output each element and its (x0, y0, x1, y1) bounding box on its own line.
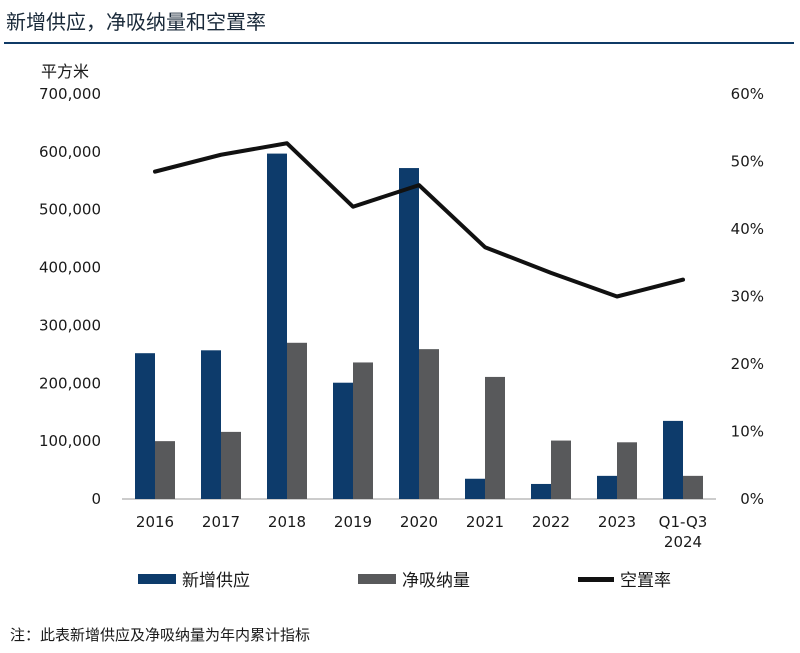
absorption-bar (155, 441, 175, 499)
right-tick-label: 40% (731, 220, 764, 238)
legend-swatch-absorption (358, 574, 396, 584)
x-tick-label: 2022 (532, 513, 570, 531)
x-tick-label: 2023 (598, 513, 636, 531)
left-tick-label: 300,000 (39, 316, 101, 334)
absorption-bar (221, 431, 241, 499)
legend-swatch-supply (138, 574, 176, 584)
absorption-bar (419, 349, 439, 499)
absorption-bar (551, 440, 571, 499)
supply-bar (267, 153, 287, 500)
legend-label-vacancy: 空置率 (620, 571, 671, 591)
legend-swatch-vacancy (578, 577, 614, 582)
right-tick-label: 0% (740, 490, 764, 508)
right-tick-label: 60% (731, 85, 764, 103)
x-tick-label: 2021 (466, 513, 504, 531)
legend-label-supply: 新增供应 (182, 571, 250, 591)
supply-bar (465, 478, 485, 499)
legend: 新增供应 净吸纳量 空置率 (138, 571, 671, 591)
page-title: 新增供应，净吸纳量和空置率 (6, 10, 266, 34)
x-tick-label: 2019 (334, 513, 372, 531)
supply-bar (135, 353, 155, 499)
x-tick-label: 2016 (136, 513, 174, 531)
supply-bar (663, 420, 683, 499)
y-axis-label: 平方米 (41, 62, 89, 81)
supply-bar (597, 475, 617, 499)
x-tick-label: 2020 (400, 513, 438, 531)
supply-bar (399, 168, 419, 500)
x-tick-label: Q1-Q3 (659, 513, 708, 531)
vacancy-rate-line (153, 141, 685, 299)
left-axis-ticks: 0 100,000 200,000 300,000 400,000 500,000 600,… (39, 85, 101, 508)
right-tick-label: 50% (731, 153, 764, 171)
x-tick-label: 2017 (202, 513, 240, 531)
supply-bar (201, 350, 221, 499)
left-tick-label: 100,000 (39, 432, 101, 450)
right-tick-label: 30% (731, 288, 764, 306)
left-tick-label: 0 (91, 490, 101, 508)
absorption-bar (683, 475, 703, 499)
supply-bar (333, 382, 353, 499)
absorption-bar (485, 376, 505, 499)
bars (135, 153, 703, 500)
left-tick-label: 500,000 (39, 201, 101, 219)
right-tick-label: 10% (731, 423, 764, 441)
left-tick-label: 700,000 (39, 85, 101, 103)
footnote: 注：此表新增供应及净吸纳量为年内累计指标 (10, 626, 311, 644)
x-tick-label: 2024 (664, 533, 702, 551)
title-divider (4, 42, 794, 44)
absorption-bar (353, 362, 373, 499)
x-axis-ticks: 2016 2017 2018 2019 2020 2021 2022 2023 Q1-Q3 202… (136, 513, 707, 551)
supply-bar (531, 483, 551, 499)
left-tick-label: 400,000 (39, 259, 101, 277)
absorption-bar (287, 342, 307, 499)
left-tick-label: 600,000 (39, 143, 101, 161)
x-tick-label: 2018 (268, 513, 306, 531)
absorption-bar (617, 442, 637, 499)
legend-label-absorption: 净吸纳量 (402, 571, 470, 591)
left-tick-label: 200,000 (39, 374, 101, 392)
vacancy-line-layer (153, 141, 685, 299)
right-tick-label: 20% (731, 355, 764, 373)
right-axis-ticks: 0% 10% 20% 30% 40% 50% 60% (731, 85, 764, 508)
